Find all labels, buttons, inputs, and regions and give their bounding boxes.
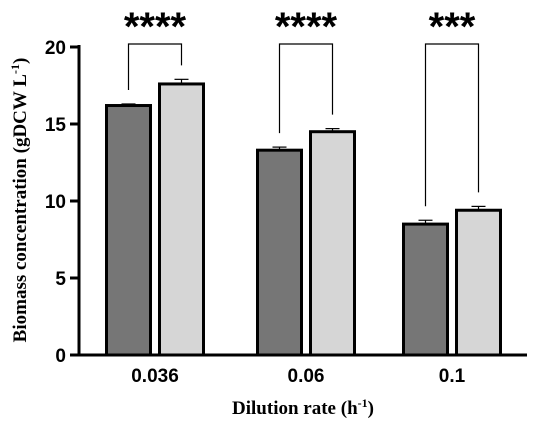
y-axis-title: Biomass concentration (gDCW L-1): [8, 58, 31, 343]
x-ticks: 0.036 0.06 0.1: [131, 366, 465, 387]
y-tick-label: 5: [55, 269, 66, 290]
x-tick-label: 0.1: [439, 366, 466, 387]
significance-stars: ***: [429, 5, 476, 49]
y-tick-label: 15: [45, 115, 67, 136]
bar: [158, 82, 205, 357]
bar: [256, 148, 303, 357]
y-tick-label: 10: [45, 192, 66, 213]
significance-bracket: [127, 43, 183, 90]
y-ticks: 0 5 10 15 20: [45, 38, 79, 367]
y-tick-label: 0: [55, 346, 66, 367]
significance-bracket: [278, 43, 334, 134]
significance-stars: ****: [275, 5, 338, 49]
bar: [455, 208, 502, 357]
significance-brackets: **** **** ***: [124, 5, 480, 207]
x-axis-title: Dilution rate (h-1): [232, 396, 374, 419]
bar: [105, 104, 152, 357]
x-tick-label: 0.06: [288, 366, 325, 387]
y-tick-label: 20: [45, 38, 66, 59]
bar: [309, 130, 356, 357]
bars: [105, 78, 502, 357]
x-tick-label: 0.036: [131, 366, 179, 387]
significance-bracket: [424, 43, 480, 207]
bar: [402, 222, 449, 357]
significance-stars: ****: [124, 5, 187, 49]
